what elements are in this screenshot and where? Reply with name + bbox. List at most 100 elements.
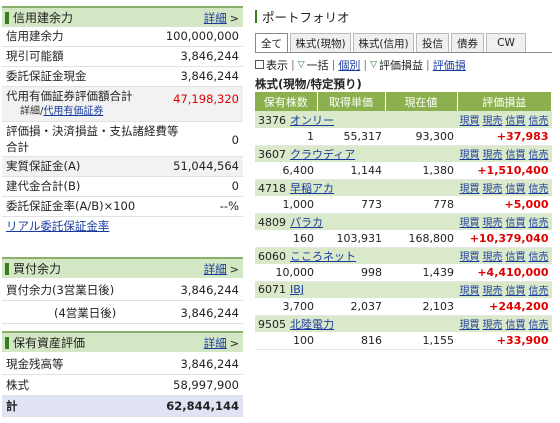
credit-row: 代用有価証券評価額合計 詳細/代用有価証券 47,198,320 xyxy=(2,87,243,122)
stock-data-row: 10,000 998 1,439 +4,410,000 xyxy=(255,264,552,282)
trade-link[interactable]: 信売 xyxy=(528,320,549,332)
triangle-down-icon: ▽ xyxy=(370,59,377,70)
row-label: 株式 xyxy=(6,378,29,392)
stock-pl: +244,200 xyxy=(457,298,552,316)
holdings-body: 3376 オンリー 現買 現売 信買 信売 1 55,317 93,300 +37,983 3607… xyxy=(255,111,552,350)
stock-name-row: 6060 こころネット 現買 現売 信買 信売 xyxy=(255,247,552,264)
tab-cw[interactable]: CW xyxy=(486,33,526,52)
trade-link[interactable]: 信売 xyxy=(528,150,549,162)
stock-name-link[interactable]: 早稲アカ xyxy=(290,181,334,195)
asset-detail-link[interactable]: 詳細 xyxy=(203,335,227,350)
trade-link[interactable]: 信買 xyxy=(505,150,526,162)
section-marker-icon xyxy=(5,11,9,24)
trade-link[interactable]: 現買 xyxy=(459,286,480,298)
stock-price: 1,380 xyxy=(385,162,457,180)
chevron-right-icon: > xyxy=(229,262,239,276)
stock-name-row: 3607 クラウディア 現買 現売 信買 信売 xyxy=(255,145,552,162)
stock-code: 4718 xyxy=(258,181,286,195)
stock-name-link[interactable]: 北陸電力 xyxy=(290,317,334,331)
trade-link[interactable]: 現売 xyxy=(482,184,503,196)
trade-link[interactable]: 信売 xyxy=(528,286,549,298)
stock-data-row: 1 55,317 93,300 +37,983 xyxy=(255,128,552,146)
buying-detail-link[interactable]: 詳細 xyxy=(203,261,227,276)
stock-pl: +1,510,400 xyxy=(457,162,552,180)
display-icon xyxy=(255,60,264,69)
row-label: 買付余力(3営業日後) xyxy=(6,283,115,297)
trade-link[interactable]: 現売 xyxy=(482,320,503,332)
stock-cost: 816 xyxy=(317,332,385,350)
substitute-securities-link[interactable]: 代用有価証券 xyxy=(43,106,104,117)
row-label: 現引可能額 xyxy=(6,49,64,63)
tab-stock-margin[interactable]: 株式(信用) xyxy=(353,33,414,52)
trade-link[interactable]: 現買 xyxy=(459,184,480,196)
stock-code: 9505 xyxy=(258,317,286,331)
row-value: 47,198,320 xyxy=(173,92,239,106)
row-label: (4営業日後) xyxy=(54,306,117,320)
stock-name-link[interactable]: クラウディア xyxy=(290,147,356,161)
credit-link-row: リアル委託保証金率 xyxy=(2,217,243,236)
row-value: 58,997,900 xyxy=(173,378,239,392)
credit-row: 信用建余力 100,000,000 xyxy=(2,27,243,47)
row-label: 委託保証金率(A/B)×100 xyxy=(6,199,136,213)
sort-pl-toggle[interactable]: 評価損益 xyxy=(379,58,423,72)
display-label: 表示 xyxy=(266,58,288,72)
stock-cost: 55,317 xyxy=(317,128,385,146)
individual-toggle[interactable]: 個別 xyxy=(338,58,361,72)
stock-data-row: 100 816 1,155 +33,900 xyxy=(255,332,552,350)
section-marker-icon xyxy=(5,262,9,275)
real-margin-ratio-link[interactable]: リアル委託保証金率 xyxy=(6,219,110,233)
stock-pl: +4,410,000 xyxy=(457,264,552,282)
trade-link[interactable]: 信買 xyxy=(505,320,526,332)
trade-link[interactable]: 現買 xyxy=(459,116,480,127)
trade-link[interactable]: 現売 xyxy=(482,116,503,127)
trade-link[interactable]: 現売 xyxy=(482,218,503,230)
stock-name-row: 3376 オンリー 現買 現売 信買 信売 xyxy=(255,111,552,128)
trade-link[interactable]: 信買 xyxy=(505,286,526,298)
stock-qty: 1 xyxy=(255,128,317,146)
trade-link[interactable]: 現買 xyxy=(459,218,480,230)
trade-link[interactable]: 現売 xyxy=(482,150,503,162)
sort-pl-link[interactable]: 評価損 xyxy=(432,58,466,72)
stock-cost: 2,037 xyxy=(317,298,385,316)
tab-stock-cash[interactable]: 株式(現物) xyxy=(290,33,351,52)
row-value: 3,846,244 xyxy=(180,283,239,297)
credit-detail-link[interactable]: 詳細 xyxy=(203,10,227,25)
trade-link[interactable]: 信買 xyxy=(505,184,526,196)
portfolio-header: ポートフォリオ xyxy=(255,5,552,27)
stock-name-link[interactable]: こころネット xyxy=(290,249,356,263)
collapse-all-toggle[interactable]: 一括 xyxy=(306,58,329,72)
trade-link[interactable]: 信買 xyxy=(505,218,526,230)
trade-link[interactable]: 信売 xyxy=(528,252,549,264)
asset-valuation-box: 保有資産評価 詳細 > 現金残高等 3,846,244 株式 58,997,900 計… xyxy=(2,331,243,417)
stock-data-row: 3,700 2,037 2,103 +244,200 xyxy=(255,298,552,316)
stock-name-row: 4809 パラカ 現買 現売 信買 信売 xyxy=(255,213,552,230)
row-label: 信用建余力 xyxy=(6,29,64,43)
trade-link[interactable]: 信売 xyxy=(528,218,549,230)
stock-name-link[interactable]: オンリー xyxy=(290,113,334,127)
trade-link[interactable]: 信買 xyxy=(505,252,526,264)
trade-link[interactable]: 現買 xyxy=(459,252,480,264)
tab-funds[interactable]: 投信 xyxy=(416,33,449,52)
trade-link[interactable]: 現売 xyxy=(482,252,503,264)
stock-qty: 160 xyxy=(255,230,317,248)
trade-link[interactable]: 現買 xyxy=(459,150,480,162)
stock-qty: 6,400 xyxy=(255,162,317,180)
trade-link[interactable]: 信売 xyxy=(528,116,549,127)
holdings-subtitle: 株式(現物/特定預り) xyxy=(255,77,362,91)
tab-all[interactable]: 全て xyxy=(255,33,288,52)
tab-bonds[interactable]: 債券 xyxy=(451,33,484,52)
trade-link[interactable]: 信売 xyxy=(528,184,549,196)
detail-prefix: 詳細/ xyxy=(20,106,44,117)
trade-link[interactable]: 現買 xyxy=(459,320,480,332)
stock-name-link[interactable]: IBJ xyxy=(290,283,305,297)
row-label: 実質保証金(A) xyxy=(6,159,81,173)
stock-code: 3376 xyxy=(258,113,286,127)
portfolio-tabs: 全て 株式(現物) 株式(信用) 投信 債券 CW xyxy=(255,33,552,53)
row-label: 建代金合計(B) xyxy=(6,179,81,193)
buying-power-title: 買付余力 xyxy=(13,262,62,276)
stock-price: 1,155 xyxy=(385,332,457,350)
trade-link[interactable]: 信買 xyxy=(505,116,526,127)
stock-name-row: 9505 北陸電力 現買 現売 信買 信売 xyxy=(255,315,552,332)
trade-link[interactable]: 現売 xyxy=(482,286,503,298)
stock-name-link[interactable]: パラカ xyxy=(290,215,323,229)
